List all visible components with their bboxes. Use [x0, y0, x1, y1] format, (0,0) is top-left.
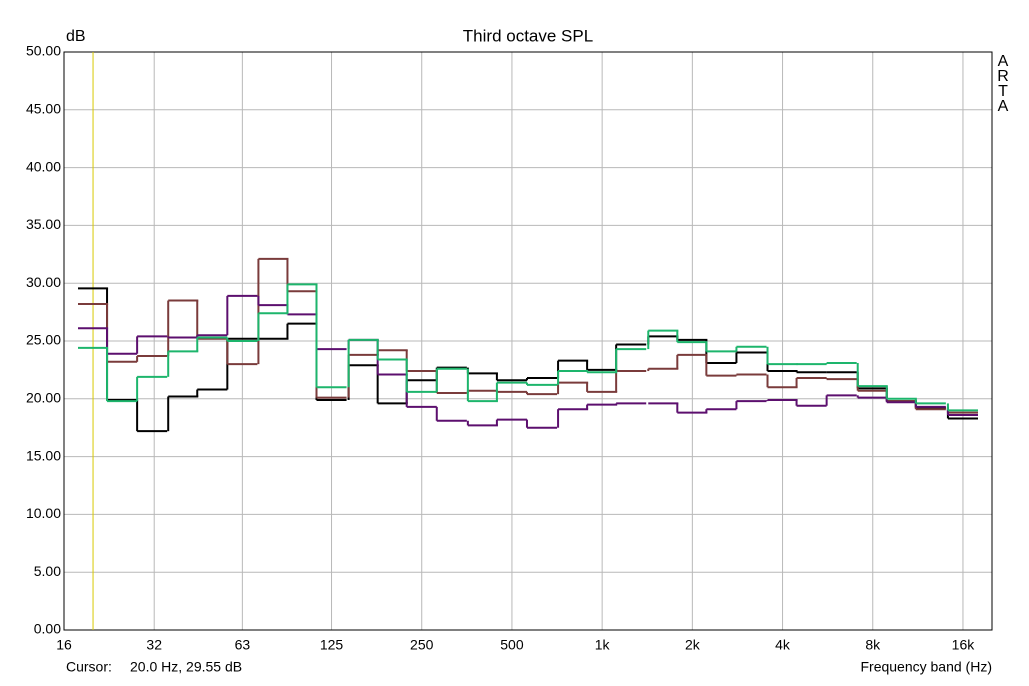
x-tick-label: 16: [56, 637, 72, 653]
cursor-label: Cursor:: [66, 659, 112, 675]
x-tick-label: 8k: [865, 637, 881, 653]
y-tick-label: 50.00: [26, 43, 61, 59]
y-tick-label: 5.00: [34, 563, 61, 579]
watermark: ARTA: [995, 53, 1012, 113]
y-tick-label: 45.00: [26, 101, 61, 117]
x-tick-label: 63: [235, 637, 251, 653]
x-tick-label: 250: [410, 637, 434, 653]
x-axis-label: Frequency band (Hz): [860, 659, 992, 675]
y-tick-label: 15.00: [26, 447, 61, 463]
x-tick-label: 125: [320, 637, 344, 653]
cursor-readout: 20.0 Hz, 29.55 dB: [130, 659, 242, 675]
x-tick-label: 4k: [775, 637, 791, 653]
y-tick-label: 35.00: [26, 216, 61, 232]
x-tick-label: 500: [500, 637, 524, 653]
x-tick-label: 16k: [952, 637, 976, 653]
y-axis-label: dB: [66, 28, 86, 45]
x-tick-label: 2k: [685, 637, 701, 653]
y-tick-label: 30.00: [26, 274, 61, 290]
plot-frame: [63, 51, 993, 631]
y-tick-label: 0.00: [34, 621, 61, 637]
y-tick-label: 20.00: [26, 390, 61, 406]
y-tick-label: 25.00: [26, 332, 61, 348]
chart-title: Third octave SPL: [463, 26, 593, 45]
x-tick-label: 32: [146, 637, 162, 653]
x-tick-label: 1k: [595, 637, 611, 653]
y-tick-label: 40.00: [26, 158, 61, 174]
y-tick-label: 10.00: [26, 505, 61, 521]
